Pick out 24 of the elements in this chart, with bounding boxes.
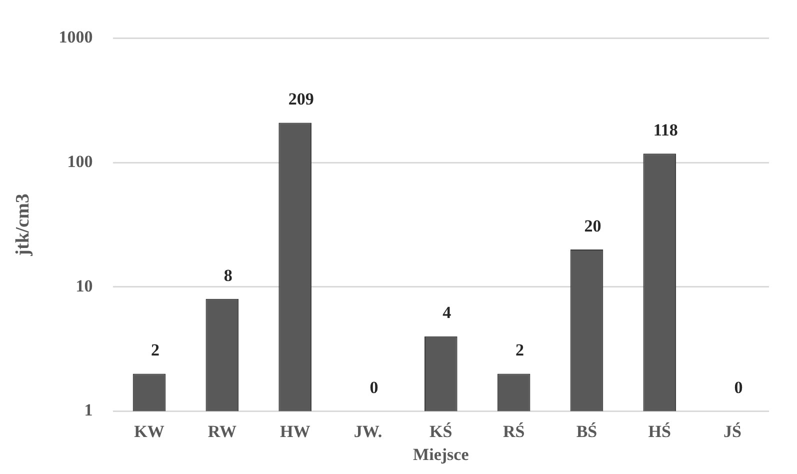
text: 0	[734, 378, 743, 398]
x-tick-label: HW	[280, 422, 310, 441]
data-label: 2	[151, 340, 160, 360]
y-tick-label: 10	[76, 276, 93, 296]
data-label: 209	[288, 90, 314, 109]
x-tick-label: HŚ	[648, 422, 671, 441]
y-tick-label: 100	[67, 152, 93, 171]
x-tick-label: JW.	[354, 422, 382, 441]
data-label: 118	[653, 120, 678, 140]
x-tick-label: BŚ	[576, 422, 598, 441]
x-tick-label: JŚ	[724, 422, 742, 441]
x-tick-label: KŚ	[430, 422, 452, 441]
x-axis-title: Miejsce	[413, 445, 470, 464]
data-label: 2	[516, 340, 524, 360]
data-label: 20	[584, 216, 602, 236]
y-axis-title: jtk/cm3	[12, 194, 34, 257]
x-tick-label: RŚ	[502, 422, 525, 441]
data-label: 4	[442, 303, 452, 322]
x-tick-label: KW	[134, 422, 164, 441]
text: 0	[370, 378, 378, 398]
x-tick-label: RW	[208, 422, 237, 441]
y-tick-label: 1	[84, 400, 93, 420]
y-tick-label: 1000	[58, 28, 93, 47]
data-label: 8	[224, 266, 232, 285]
